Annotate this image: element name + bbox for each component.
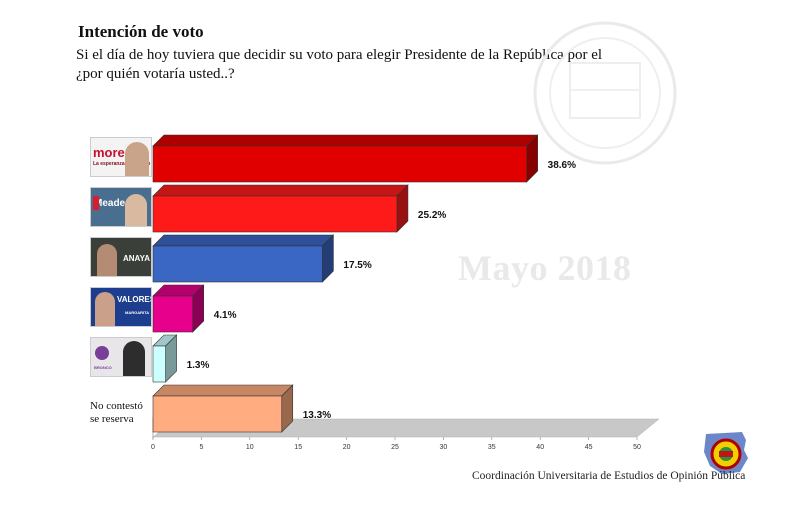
bar-value-label: 1.3%: [187, 360, 210, 371]
bar-top-face: [152, 134, 539, 147]
bar: [152, 195, 398, 233]
x-tick-label: 45: [585, 444, 593, 451]
party-logo-icon: [95, 346, 109, 360]
x-tick-label: 0: [151, 444, 155, 451]
thumb-text: Meade: [94, 198, 126, 209]
no-contesto-line-2: se reserva: [90, 413, 134, 425]
bar: [152, 295, 193, 333]
thumb-subtext: La esperanza de México: [93, 161, 151, 167]
candidate-thumb-morena: morena La esperanza de México: [90, 137, 152, 177]
no-contesto-line-1: No contestó: [90, 400, 143, 412]
bar: [152, 395, 283, 433]
candidate-photo-icon: [125, 194, 147, 226]
candidate-photo-icon: [123, 341, 145, 376]
no-contesto-label: No contestó se reserva: [90, 400, 143, 426]
candidate-photo-icon: [97, 244, 117, 276]
bar-value-label: 13.3%: [303, 410, 331, 421]
chart-title: Intención de voto: [78, 22, 204, 41]
bar: [152, 345, 166, 383]
candidate-photo-icon: [95, 292, 115, 326]
question-line-2: ¿por quién votaría usted..?: [76, 66, 235, 82]
faded-seal-icon: [533, 21, 677, 165]
thumb-text: BRONCO: [94, 365, 112, 370]
bar-top-face: [152, 384, 294, 397]
bar-top-face: [152, 184, 409, 197]
question-line-1: Si el día de hoy tuviera que decidir su …: [76, 47, 603, 63]
university-logo-icon: [704, 432, 748, 474]
x-tick-label: 25: [391, 444, 399, 451]
footer-credit: Coordinación Universitaria de Estudios d…: [472, 470, 746, 482]
candidate-thumb-anaya: ANAYA: [90, 237, 152, 277]
candidate-photo-icon: [125, 142, 149, 176]
x-tick-label: 35: [488, 444, 496, 451]
x-tick-label: 40: [536, 444, 544, 451]
party-color-icon: [93, 196, 99, 210]
x-tick-label: 20: [343, 444, 351, 451]
candidate-thumb-meade: Meade: [90, 187, 152, 227]
x-tick-label: 15: [294, 444, 302, 451]
date-watermark: Mayo 2018: [458, 248, 632, 288]
bar-value-label: 38.6%: [548, 160, 576, 171]
candidate-thumb-bronco: BRONCO: [90, 337, 152, 377]
bar-value-label: 4.1%: [214, 310, 237, 321]
candidate-thumb-margarita: VALORES MARGARITA: [90, 287, 152, 327]
x-tick-label: 50: [633, 444, 641, 451]
thumb-text: VALORES: [117, 295, 152, 304]
bar-value-label: 25.2%: [418, 210, 446, 221]
thumb-subtext: MARGARITA: [125, 310, 150, 315]
bar: [152, 245, 323, 283]
x-tick-label: 10: [246, 444, 254, 451]
bar-top-face: [152, 234, 335, 247]
bar-value-label: 17.5%: [343, 260, 371, 271]
thumb-text: ANAYA: [123, 254, 150, 263]
x-tick-label: 30: [440, 444, 448, 451]
bar: [152, 145, 527, 183]
x-tick-label: 5: [199, 444, 203, 451]
